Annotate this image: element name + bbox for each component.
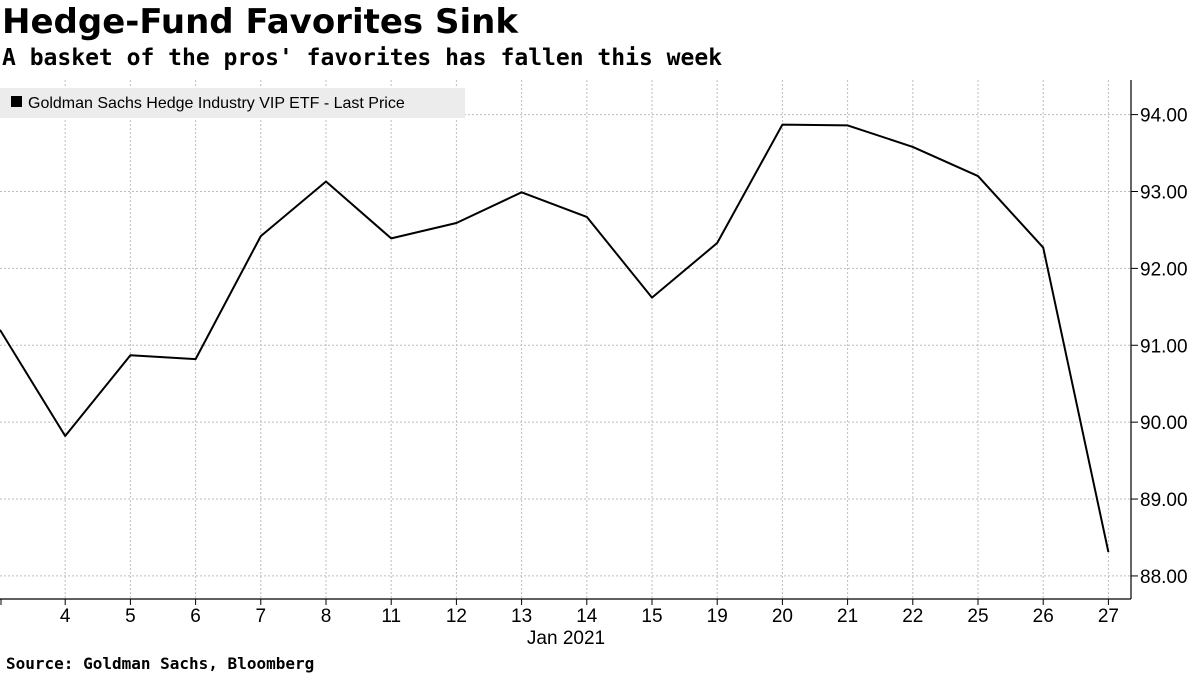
x-tick-label: 14	[576, 606, 598, 627]
y-tick-label: 91.00	[1140, 336, 1188, 357]
y-tick-label: 94.00	[1140, 106, 1188, 127]
x-tick-label: 6	[190, 606, 201, 627]
x-tick-label: 12	[446, 606, 467, 627]
y-tick-label: 93.00	[1140, 182, 1188, 203]
x-tick-label: 15	[641, 606, 662, 627]
x-tick-label: 20	[772, 606, 793, 627]
x-axis-ticks: 4 5 6 7 8 11 12 13 14 15 19 20 21 22 25 26 27	[0, 599, 1119, 627]
y-tick-label: 92.00	[1140, 259, 1188, 280]
x-tick-label: 11	[381, 606, 401, 627]
y-tick-label: 89.00	[1140, 490, 1188, 511]
x-tick-label: 13	[511, 606, 532, 627]
x-tick-label: 25	[967, 606, 988, 627]
legend-swatch	[11, 96, 22, 107]
axes	[0, 80, 1132, 600]
x-axis-period-label: Jan 2021	[527, 628, 605, 649]
grid-lines	[0, 80, 1131, 599]
chart-title: Hedge-Fund Favorites Sink	[2, 2, 518, 42]
legend-box	[0, 88, 465, 118]
x-tick-label: 27	[1098, 606, 1119, 627]
x-tick-label: 26	[1033, 606, 1054, 627]
series-line-etf-price	[0, 123, 1110, 553]
x-tick-label: 4	[60, 606, 71, 627]
y-axis-ticks: 88.00 89.00 90.00 91.00 92.00 93.00 94.00	[1131, 106, 1188, 588]
legend-label: Goldman Sachs Hedge Industry VIP ETF - L…	[28, 95, 405, 112]
x-tick-label: 8	[321, 606, 332, 627]
chart-subtitle: A basket of the pros' favorites has fall…	[2, 45, 723, 71]
x-tick-label: 7	[256, 606, 267, 627]
x-tick-label: 19	[707, 606, 728, 627]
source-note: Source: Goldman Sachs, Bloomberg	[6, 654, 315, 673]
x-tick-label: 5	[125, 606, 136, 627]
series-layer	[0, 123, 1110, 553]
x-tick-label: 22	[902, 606, 923, 627]
x-tick-label: 21	[837, 606, 858, 627]
y-tick-label: 90.00	[1140, 413, 1188, 434]
y-tick-label: 88.00	[1140, 567, 1188, 588]
